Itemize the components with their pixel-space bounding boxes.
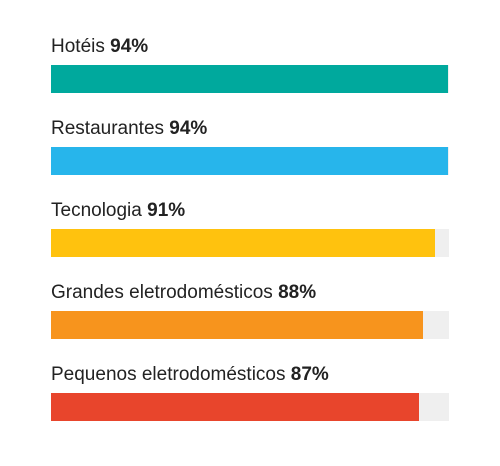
bar-track	[51, 65, 449, 93]
category-label: Restaurantes	[51, 118, 165, 139]
value-label: 94%	[110, 36, 149, 57]
bar-label: Tecnologia 91%	[51, 200, 185, 222]
bar-fill	[51, 393, 419, 421]
value-label: 87%	[290, 364, 329, 385]
bar-label: Hotéis 94%	[51, 36, 148, 58]
category-label: Tecnologia	[51, 200, 142, 221]
bar-track	[51, 229, 449, 257]
category-label: Grandes eletrodomésticos	[51, 282, 273, 303]
value-label: 88%	[278, 282, 317, 303]
bar-track	[51, 311, 449, 339]
bar-fill	[51, 229, 436, 257]
category-label: Pequenos eletrodomésticos	[51, 364, 286, 385]
category-label: Hotéis	[51, 36, 105, 57]
value-label: 91%	[147, 200, 186, 221]
bar-label: Pequenos eletrodomésticos 87%	[51, 364, 329, 386]
bar-fill	[51, 147, 448, 175]
bar-fill	[51, 65, 448, 93]
bar-track	[51, 393, 449, 421]
value-label: 94%	[169, 118, 208, 139]
bar-label: Restaurantes 94%	[51, 118, 207, 140]
bar-track	[51, 147, 449, 175]
bar-fill	[51, 311, 423, 339]
bar-label: Grandes eletrodomésticos 88%	[51, 282, 316, 304]
